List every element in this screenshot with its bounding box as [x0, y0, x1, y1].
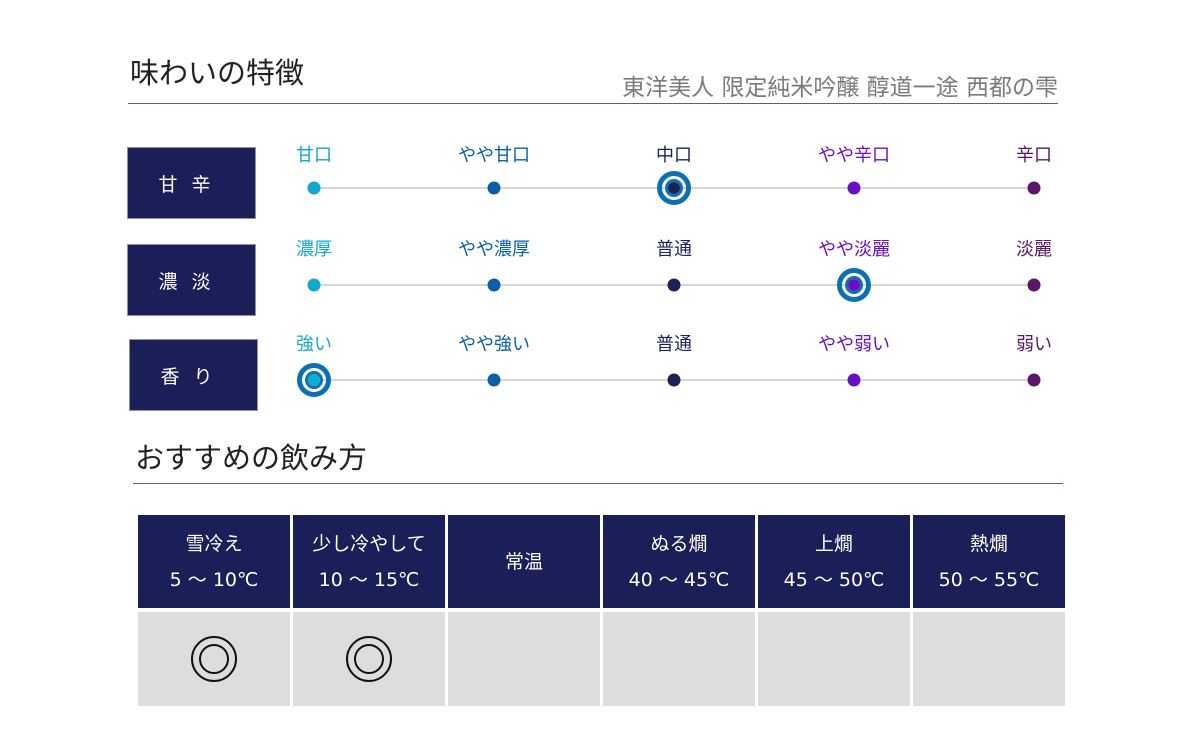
- scale-point: [667, 373, 681, 387]
- scale-label: 濃厚: [296, 239, 332, 260]
- selected-marker: [657, 171, 691, 205]
- serving-header: 常温: [448, 515, 600, 608]
- category-label: 香り: [130, 340, 257, 410]
- serving-cell: [603, 612, 755, 706]
- product-name: 東洋美人 限定純米吟醸 醇道一途 西都の雫: [622, 75, 1058, 101]
- scale-label: 弱い: [1016, 334, 1052, 355]
- serving-header: ぬる燗 40 〜 45℃: [603, 515, 755, 608]
- scale-label: 淡麗: [1016, 239, 1052, 260]
- scale-point: [487, 278, 501, 292]
- double-circle-icon: [346, 636, 392, 682]
- serving-section-title: おすすめの飲み方: [135, 441, 368, 475]
- serving-cell: [448, 612, 600, 706]
- selected-marker: [837, 268, 871, 302]
- scale-label: やや甘口: [458, 145, 530, 166]
- scale-point: [1027, 181, 1041, 195]
- scale-point: [307, 278, 321, 292]
- scale-label: 辛口: [1016, 145, 1052, 166]
- serving-cell: [293, 612, 445, 706]
- serving-cell: [138, 612, 290, 706]
- serving-temp: 40 〜 45℃: [628, 568, 730, 591]
- scale-label: 中口: [656, 145, 692, 166]
- scale-label: やや弱い: [818, 334, 890, 355]
- serving-temp: 10 〜 15℃: [318, 568, 420, 591]
- scale-point: [487, 373, 501, 387]
- serving-header: 雪冷え 5 〜 10℃: [138, 515, 290, 608]
- serving-temp: 50 〜 55℃: [938, 568, 1040, 591]
- serving-divider: [133, 483, 1063, 484]
- scale-label: 普通: [656, 334, 692, 355]
- title-divider: [128, 103, 1058, 104]
- serving-temp: 45 〜 50℃: [783, 568, 885, 591]
- scale-label: やや濃厚: [458, 239, 530, 260]
- scale-point: [1027, 373, 1041, 387]
- serving-name: 雪冷え: [185, 532, 243, 555]
- category-label: 濃淡: [128, 245, 255, 315]
- serving-name: 常温: [504, 550, 543, 573]
- scale-point: [487, 181, 501, 195]
- serving-header: 上燗 45 〜 50℃: [758, 515, 910, 608]
- taste-section-title: 味わいの特徴: [130, 56, 305, 90]
- serving-name: 上燗: [814, 532, 853, 555]
- scale-point: [667, 278, 681, 292]
- selected-marker: [297, 363, 331, 397]
- scale-point: [1027, 278, 1041, 292]
- serving-temp: 5 〜 10℃: [169, 568, 259, 591]
- double-circle-icon: [191, 636, 237, 682]
- serving-cell: [913, 612, 1065, 706]
- category-label: 甘辛: [128, 148, 255, 218]
- serving-header: 少し冷やして 10 〜 15℃: [293, 515, 445, 608]
- scale-point: [847, 373, 861, 387]
- serving-header: 熱燗 50 〜 55℃: [913, 515, 1065, 608]
- scale-point: [307, 181, 321, 195]
- scale-label: 強い: [296, 334, 332, 355]
- scale-label: やや淡麗: [818, 239, 890, 260]
- scale-label: 甘口: [296, 145, 332, 166]
- serving-cell: [758, 612, 910, 706]
- serving-name: 熱燗: [969, 532, 1008, 555]
- scale-label: やや辛口: [818, 145, 890, 166]
- serving-name: ぬる燗: [650, 532, 708, 555]
- scale-label: 普通: [656, 239, 692, 260]
- scale-point: [847, 181, 861, 195]
- serving-name: 少し冷やして: [312, 532, 426, 555]
- scale-label: やや強い: [458, 334, 530, 355]
